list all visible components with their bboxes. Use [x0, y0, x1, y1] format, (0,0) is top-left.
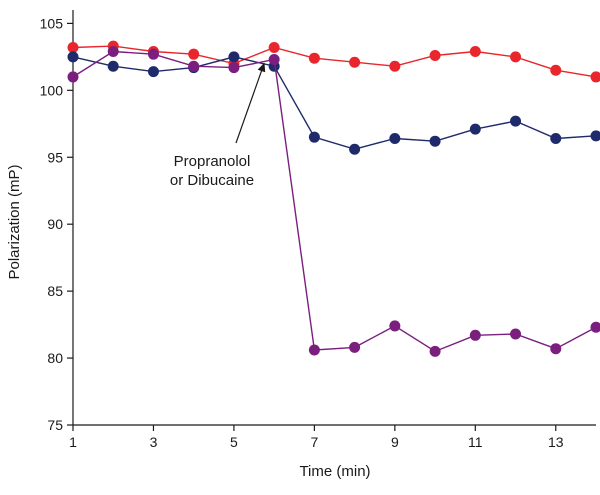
- series-3: [68, 46, 600, 357]
- x-tick-label: 11: [468, 434, 483, 450]
- data-point: [68, 51, 79, 62]
- data-point: [550, 133, 561, 144]
- y-tick-label: 105: [40, 15, 64, 31]
- x-tick-label: 9: [391, 434, 399, 450]
- data-point: [68, 71, 79, 82]
- data-point: [430, 346, 441, 357]
- x-tick-label: 3: [150, 434, 158, 450]
- data-point: [309, 132, 320, 143]
- y-axis-title: Polarization (mP): [6, 164, 23, 279]
- data-point: [269, 54, 280, 65]
- annotation-line: or Dibucaine: [170, 172, 254, 189]
- y-tick-label: 75: [47, 417, 63, 433]
- annotation-layer: Propranolol or Dibucaine: [170, 64, 264, 189]
- data-point: [550, 343, 561, 354]
- data-point: [389, 61, 400, 72]
- series-line: [73, 52, 596, 352]
- y-tick-label: 95: [47, 149, 63, 165]
- y-tick-label: 100: [40, 82, 64, 98]
- data-point: [430, 136, 441, 147]
- y-tick-label: 85: [47, 283, 63, 299]
- data-point: [309, 53, 320, 64]
- data-point: [349, 342, 360, 353]
- y-tick-label: 90: [47, 216, 63, 232]
- data-point: [389, 133, 400, 144]
- y-tick-label: 80: [47, 350, 63, 366]
- data-point: [148, 66, 159, 77]
- series-layer: [68, 41, 600, 357]
- data-point: [108, 61, 119, 72]
- x-tick-label: 7: [310, 434, 318, 450]
- annotation-text: Propranolol or Dibucaine: [170, 153, 254, 189]
- x-tick-label: 1: [69, 434, 77, 450]
- data-point: [470, 46, 481, 57]
- data-point: [349, 144, 360, 155]
- data-point: [188, 61, 199, 72]
- data-point: [68, 42, 79, 53]
- data-point: [228, 51, 239, 62]
- series-2: [68, 51, 600, 154]
- data-point: [510, 116, 521, 127]
- data-point: [188, 49, 199, 60]
- data-point: [470, 330, 481, 341]
- data-point: [550, 65, 561, 76]
- data-point: [108, 46, 119, 57]
- data-point: [389, 320, 400, 331]
- data-point: [510, 51, 521, 62]
- data-point: [349, 57, 360, 68]
- data-point: [430, 50, 441, 61]
- annotation-line: Propranolol: [174, 153, 251, 170]
- x-tick-label: 13: [548, 434, 564, 450]
- x-axis-title: Time (min): [299, 463, 370, 480]
- series-1: [68, 41, 600, 83]
- data-point: [148, 49, 159, 60]
- data-point: [510, 328, 521, 339]
- data-point: [591, 322, 600, 333]
- data-point: [591, 71, 600, 82]
- data-point: [228, 62, 239, 73]
- data-point: [309, 345, 320, 356]
- x-tick-label: 5: [230, 434, 238, 450]
- annotation-arrow: [236, 64, 264, 143]
- data-point: [591, 130, 600, 141]
- data-point: [269, 42, 280, 53]
- data-point: [470, 124, 481, 135]
